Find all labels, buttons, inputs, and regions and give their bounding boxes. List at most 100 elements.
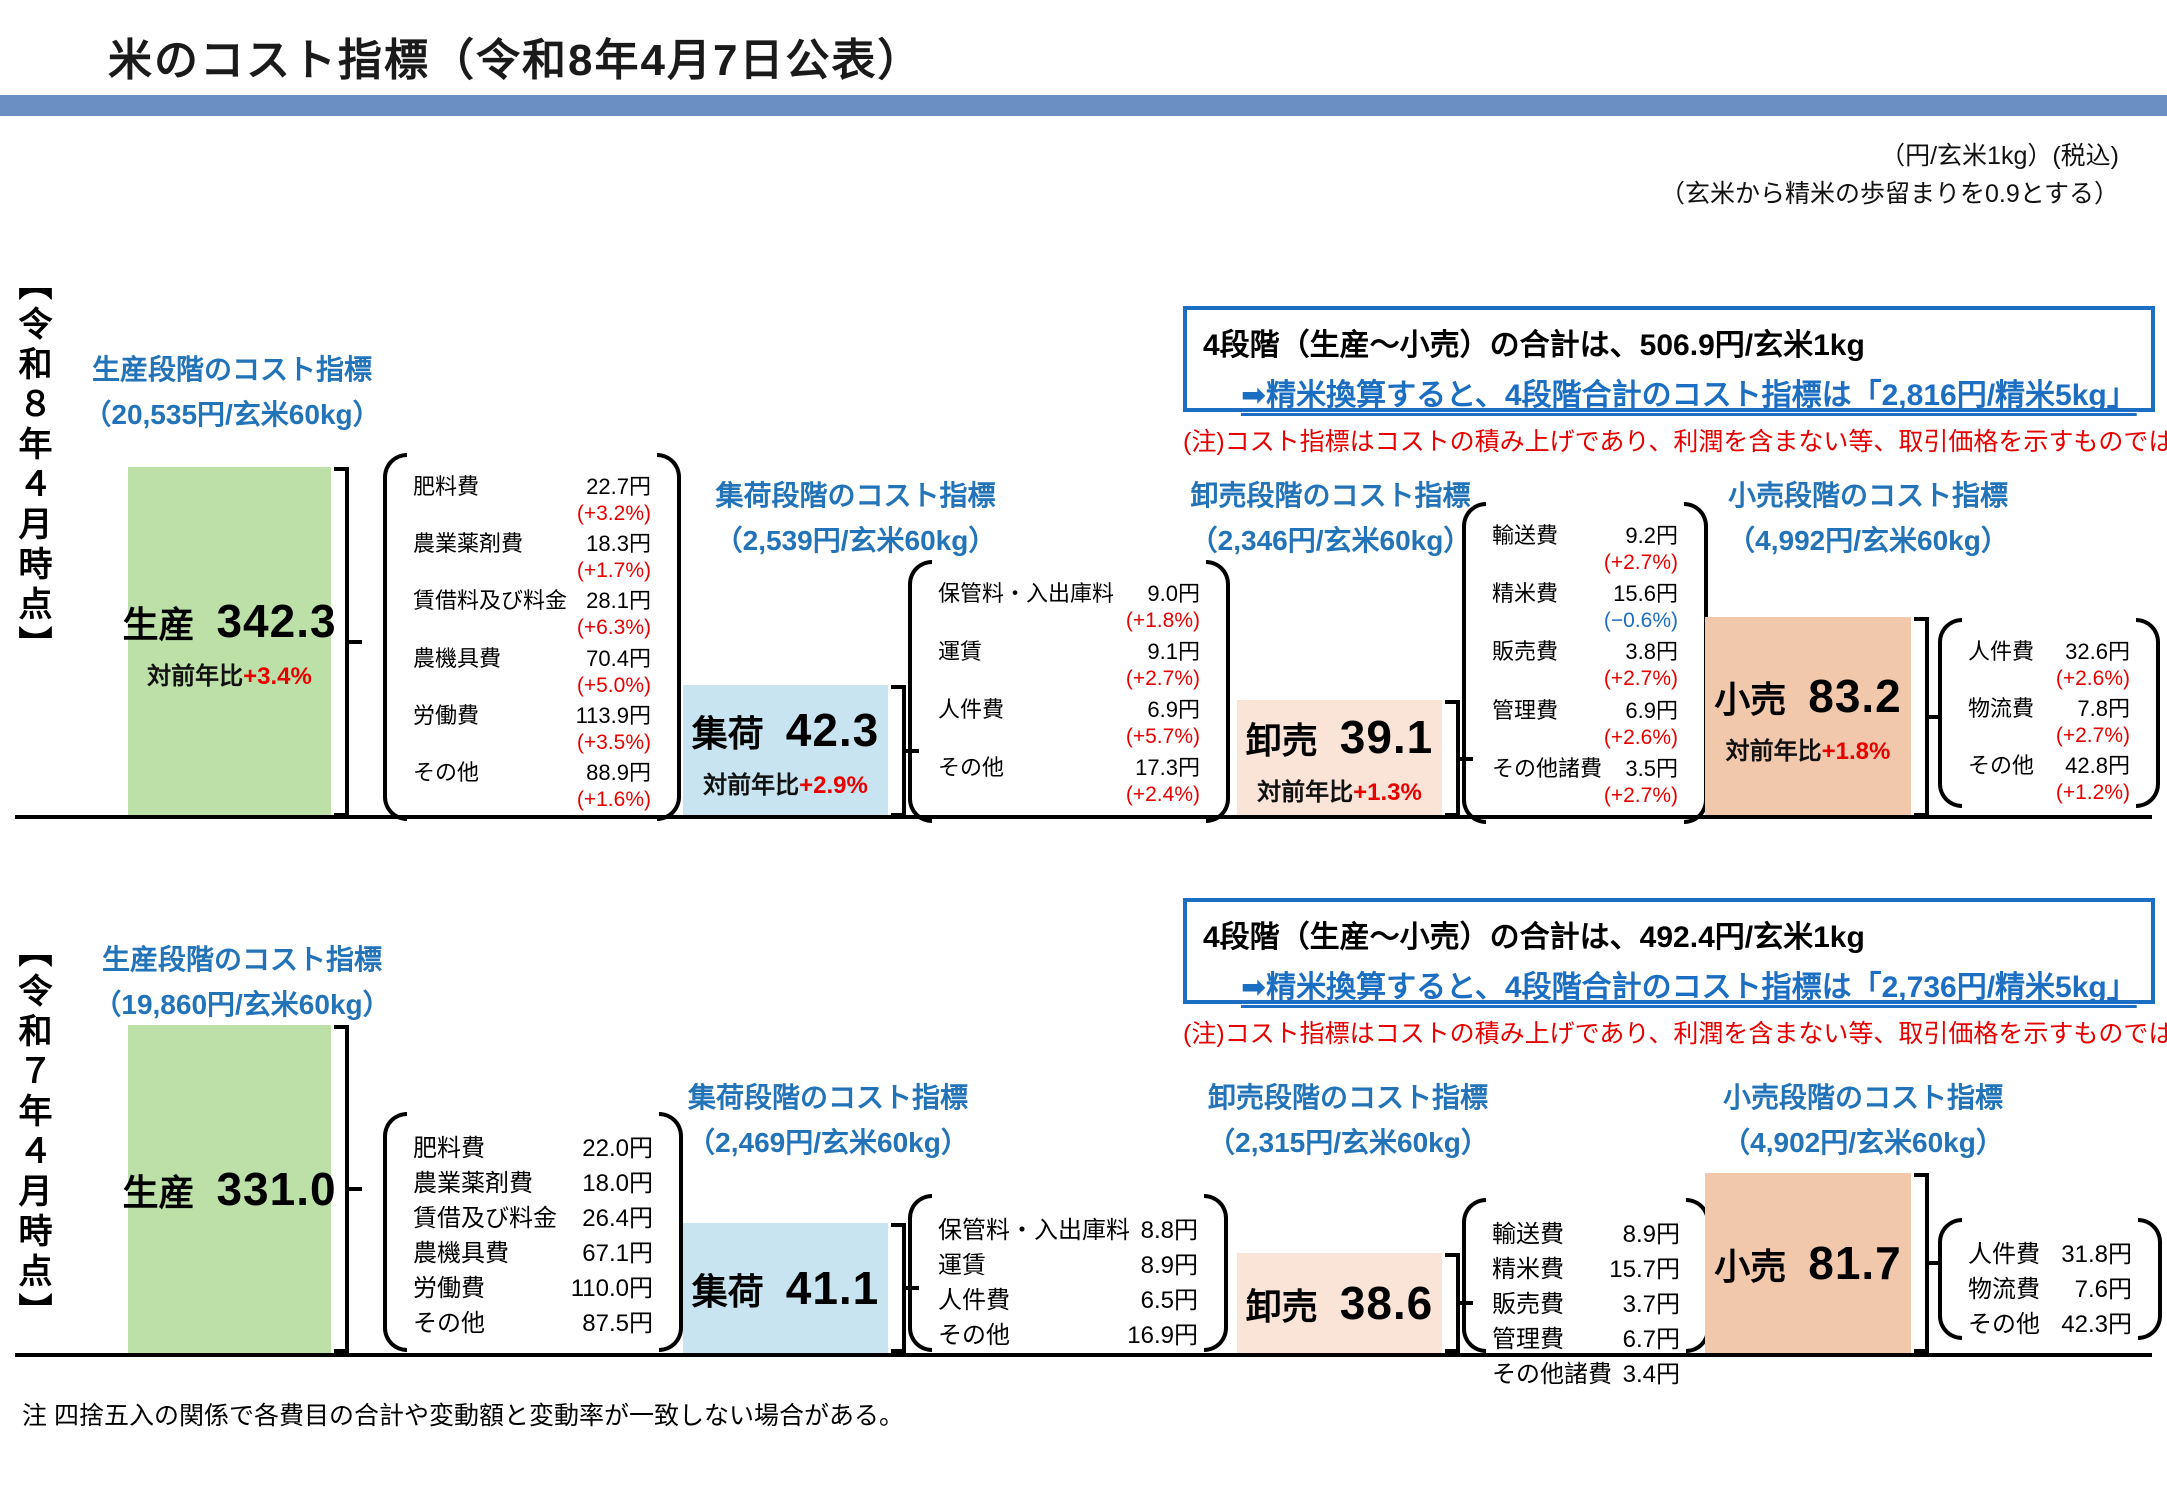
cost-item-change: (+1.2%) bbox=[2055, 781, 2130, 805]
production-box-value: 342.3 bbox=[216, 594, 337, 647]
cost-item: その他 42.8円 (+1.2%) bbox=[1968, 748, 2130, 805]
cost-item: その他 87.5円 bbox=[413, 1303, 653, 1338]
cost-item-label: 精米費 bbox=[1492, 1256, 1564, 1283]
wholesale-box-r8: 卸売 39.1 対前年比+1.3% bbox=[1237, 700, 1442, 817]
cost-item: 販売費 3.7円 bbox=[1492, 1284, 1680, 1319]
yoy-prefix: 対前年比 bbox=[1257, 779, 1354, 806]
production-yoy: 対前年比+3.4% bbox=[147, 656, 312, 691]
wholesale-box-label: 卸売 bbox=[1245, 1286, 1318, 1327]
cost-item-label: 管理費 bbox=[1492, 697, 1559, 723]
cost-item-label: その他 bbox=[413, 759, 480, 785]
summary-box-r7: 4段階（生産～小売）の合計は、492.4円/玄米1kg ➡精米換算すると、4段階… bbox=[1183, 898, 2155, 1004]
cost-item-value: 3.4円 bbox=[1622, 1361, 1680, 1388]
cost-item-value: 3.5円 bbox=[1625, 755, 1678, 781]
yoy-value: +3.4% bbox=[243, 662, 312, 690]
cost-item: 人件費 31.8円 bbox=[1968, 1234, 2132, 1269]
cost-item-change: (+6.3%) bbox=[576, 616, 651, 640]
cost-item-value: 18.3円 bbox=[586, 531, 651, 557]
baseline-r7 bbox=[15, 1353, 2152, 1357]
cost-item-label: その他諸費 bbox=[1492, 755, 1603, 781]
stage-heading-line1: 小売段階のコスト指標 bbox=[1727, 480, 2008, 511]
unit-note-line2: （玄米から精米の歩留まりを0.9とする） bbox=[1659, 179, 2119, 208]
collection-box-value: 42.3 bbox=[785, 703, 880, 756]
stage-heading-production-r8: 生産段階のコスト指標 （20,535円/玄米60kg） bbox=[62, 348, 402, 438]
cost-item: その他 17.3円 (+2.4%) bbox=[938, 750, 1200, 807]
cost-item-value: 70.4円 bbox=[586, 645, 651, 671]
cost-item-value: 88.9円 bbox=[586, 759, 651, 785]
cost-item-value: 8.8円 bbox=[1140, 1217, 1198, 1244]
production-box-value: 331.0 bbox=[216, 1163, 337, 1215]
stage-heading-line1: 集荷段階のコスト指標 bbox=[687, 1082, 968, 1113]
cost-item-label: 人件費 bbox=[938, 1287, 1010, 1314]
bracket-production-r8 bbox=[334, 467, 362, 817]
cost-item-value: 15.6円 bbox=[1613, 581, 1678, 607]
cost-item-label: 物流費 bbox=[1968, 696, 2035, 722]
cost-item-change: (+3.5%) bbox=[576, 730, 651, 754]
cost-item-value: 113.9円 bbox=[575, 702, 651, 728]
stage-heading-line2: （2,469円/玄米60kg） bbox=[687, 1126, 969, 1158]
cost-item-label: その他 bbox=[938, 1322, 1010, 1349]
cost-item-value: 3.7円 bbox=[1622, 1291, 1680, 1318]
cost-item: 人件費 6.9円 (+5.7%) bbox=[938, 692, 1200, 749]
cost-item-value: 9.1円 bbox=[1147, 638, 1200, 664]
cost-item-change: (+1.6%) bbox=[576, 787, 651, 811]
cost-item-label: 肥料費 bbox=[413, 1135, 485, 1162]
cost-item-label: 物流費 bbox=[1968, 1276, 2040, 1303]
collection-box-label: 集荷 bbox=[691, 712, 764, 754]
cost-item: 肥料費 22.0円 bbox=[413, 1128, 653, 1163]
summary-box-r8: 4段階（生産～小売）の合計は、506.9円/玄米1kg ➡精米換算すると、4段階… bbox=[1183, 306, 2155, 412]
cost-item-label: 保管料・入出庫料 bbox=[938, 1217, 1130, 1244]
collection-box-value: 41.1 bbox=[785, 1262, 880, 1314]
stage-heading-line1: 生産段階のコスト指標 bbox=[101, 944, 382, 975]
collection-box-label: 集荷 bbox=[691, 1271, 764, 1312]
cost-item-value: 110.0円 bbox=[570, 1275, 653, 1302]
bracket-wholesale-r7 bbox=[1445, 1253, 1473, 1353]
collection-box-r8: 集荷 42.3 対前年比+2.9% bbox=[683, 685, 888, 817]
stage-heading-retail-r7: 小売段階のコスト指標 （4,902円/玄米60kg） bbox=[1688, 1076, 2038, 1166]
cost-item: 農業薬剤費 18.3円 (+1.7%) bbox=[413, 526, 651, 583]
cost-item-value: 67.1円 bbox=[582, 1240, 653, 1267]
retail-box-label: 小売 bbox=[1714, 1246, 1787, 1287]
stage-heading-collection-r8: 集荷段階のコスト指標 （2,539円/玄米60kg） bbox=[688, 474, 1023, 564]
stage-heading-line1: 卸売段階のコスト指標 bbox=[1207, 1082, 1488, 1113]
cost-item-value: 87.5円 bbox=[582, 1310, 653, 1337]
cost-item-value: 31.8円 bbox=[2061, 1241, 2132, 1268]
bracket-retail-r8 bbox=[1914, 617, 1942, 817]
cost-item-label: 販売費 bbox=[1492, 1291, 1564, 1318]
cost-item-label: 農業薬剤費 bbox=[413, 1170, 533, 1197]
cost-item: 管理費 6.7円 bbox=[1492, 1319, 1680, 1354]
cost-item: 人件費 32.6円 (+2.6%) bbox=[1968, 634, 2130, 691]
cost-item: 輸送費 9.2円 (+2.7%) bbox=[1492, 518, 1678, 575]
stage-heading-wholesale-r7: 卸売段階のコスト指標 （2,315円/玄米60kg） bbox=[1173, 1076, 1523, 1166]
cost-item-change: (+5.7%) bbox=[1125, 724, 1200, 748]
summary-line1-r7: 4段階（生産～小売）の合計は、492.4円/玄米1kg bbox=[1203, 921, 1865, 954]
retail-box-value: 83.2 bbox=[1808, 669, 1902, 722]
retail-box-r7: 小売 81.7 bbox=[1705, 1173, 1911, 1353]
cost-item: 保管料・入出庫料 8.8円 bbox=[938, 1210, 1198, 1245]
cost-item-value: 7.6円 bbox=[2074, 1276, 2132, 1303]
cost-item-change: (+2.7%) bbox=[1603, 667, 1678, 691]
unit-note: （円/玄米1kg）(税込) （玄米から精米の歩留まりを0.9とする） bbox=[1660, 138, 2119, 213]
cost-item-change: (+2.7%) bbox=[1125, 666, 1200, 690]
cost-item: 運賃 8.9円 bbox=[938, 1245, 1198, 1280]
bracket-wholesale-r8 bbox=[1445, 700, 1473, 817]
cost-item: その他諸費 3.5円 (+2.7%) bbox=[1492, 751, 1678, 808]
cost-item: 販売費 3.8円 (+2.7%) bbox=[1492, 634, 1678, 691]
summary-note-r8: (注)コスト指標はコストの積み上げであり、利潤を含まない等、取引価格を示すもので… bbox=[1183, 428, 2167, 456]
cost-item: 精米費 15.7円 bbox=[1492, 1249, 1680, 1284]
cost-item: 労働費 110.0円 bbox=[413, 1268, 653, 1303]
breakdown-panel-production-r8: 肥料費 22.7円 (+3.2%) 農業薬剤費 18.3円 (+1.7%) 賃借料及… bbox=[383, 453, 681, 821]
stage-heading-line1: 集荷段階のコスト指標 bbox=[715, 480, 996, 511]
cost-item: 労働費 113.9円 (+3.5%) bbox=[413, 698, 651, 755]
stage-heading-line2: （2,539円/玄米60kg） bbox=[714, 524, 997, 556]
retail-box-label: 小売 bbox=[1714, 678, 1787, 720]
cost-item-change: (+2.7%) bbox=[2055, 724, 2130, 748]
cost-item: 人件費 6.5円 bbox=[938, 1280, 1198, 1315]
wholesale-box-value: 38.6 bbox=[1339, 1277, 1434, 1329]
cost-item-value: 42.3円 bbox=[2061, 1311, 2132, 1338]
cost-item-label: 運賃 bbox=[938, 1252, 986, 1279]
cost-item-value: 22.0円 bbox=[582, 1135, 653, 1162]
cost-item-value: 6.5円 bbox=[1140, 1287, 1198, 1314]
cost-item-label: 労働費 bbox=[413, 702, 480, 728]
breakdown-panel-wholesale-r8: 輸送費 9.2円 (+2.7%) 精米費 15.6円 (−0.6%) 販売費 3.8円… bbox=[1462, 502, 1708, 824]
